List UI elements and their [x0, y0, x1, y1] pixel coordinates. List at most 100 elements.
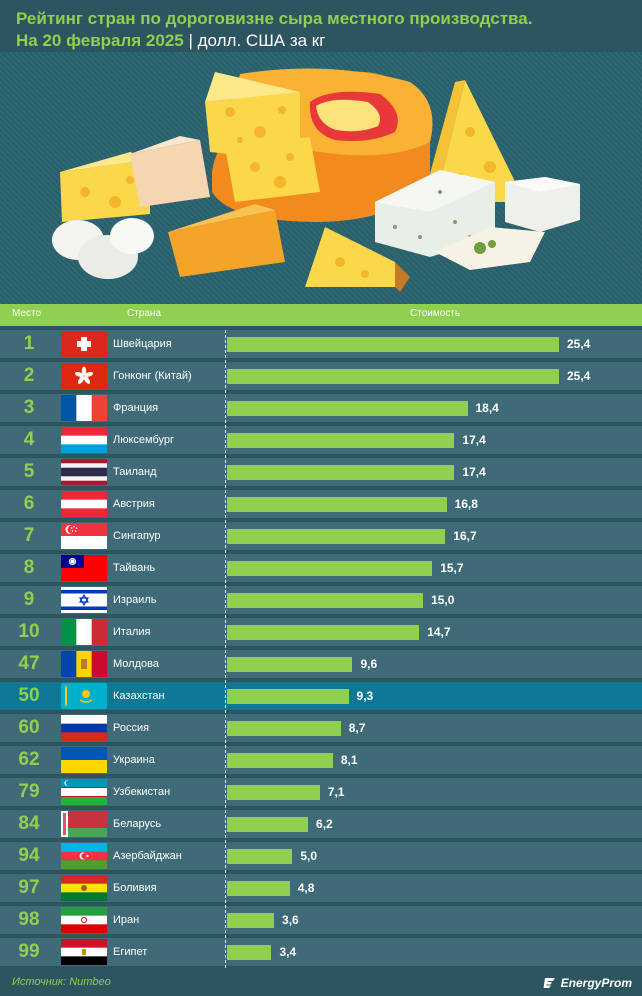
- flag-by-icon: [61, 811, 107, 837]
- table-row: 99 Египет 3,4: [0, 938, 642, 966]
- value-bar: [227, 881, 290, 896]
- value-label: 9,6: [360, 657, 378, 671]
- table-row: 97 Боливия 4,8: [0, 874, 642, 902]
- country-name: Тайвань: [113, 562, 156, 574]
- value-label: 3,4: [279, 945, 297, 959]
- table-header: Место Страна Стоимость: [0, 304, 642, 326]
- value-label: 16,7: [453, 529, 477, 543]
- value-label: 5,0: [300, 849, 318, 863]
- value-label: 25,4: [567, 337, 591, 351]
- country-name: Боливия: [113, 882, 157, 894]
- table-row: 50 Казахстан 9,3: [0, 682, 642, 710]
- value-bar: [227, 337, 559, 352]
- rank-number: 62: [18, 749, 40, 770]
- flag-tw-icon: [61, 555, 107, 581]
- flag-eg-icon: [61, 939, 107, 965]
- brand-logo: EnergyProm: [543, 974, 632, 992]
- country-name: Люксембург: [113, 434, 175, 446]
- value-bar: [227, 593, 424, 608]
- value-bar: [227, 625, 420, 640]
- country-name: Казахстан: [113, 690, 165, 702]
- table-row: 9 Израиль 15,0: [0, 586, 642, 614]
- rank-number: 94: [18, 845, 40, 866]
- value-label: 3,6: [282, 913, 299, 927]
- rank-number: 8: [23, 557, 35, 578]
- cheese-wedge-bottom: [305, 227, 410, 292]
- value-bar: [227, 849, 293, 864]
- rank-number: 1: [23, 333, 35, 354]
- rank-number: 79: [18, 781, 40, 802]
- table-row: 94 Азербайджан 5,0: [0, 842, 642, 870]
- title-area: Рейтинг стран по дороговизне сыра местно…: [0, 0, 642, 52]
- value-bar: [227, 945, 272, 960]
- country-name: Швейцария: [113, 338, 172, 350]
- flag-ir-icon: [61, 907, 107, 933]
- table-row: 2 Гонконг (Китай) 25,4: [0, 362, 642, 390]
- value-bar: [227, 561, 433, 576]
- table-row: 10 Италия 14,7: [0, 618, 642, 646]
- chart-subtitle: На 20 февраля 2025 | долл. США за кг: [16, 30, 642, 52]
- value-bar: [227, 401, 468, 416]
- country-name: Беларусь: [113, 818, 162, 830]
- bar-axis-divider: [225, 330, 226, 968]
- logo-text: EnergyProm: [560, 976, 632, 990]
- value-bar: [227, 465, 455, 480]
- rank-number: 5: [23, 461, 35, 482]
- country-name: Таиланд: [113, 466, 157, 478]
- table-row: 47 Молдова 9,6: [0, 650, 642, 678]
- subtitle-unit: долл. США за кг: [197, 31, 326, 50]
- value-label: 17,4: [462, 465, 486, 479]
- country-name: Сингапур: [113, 530, 161, 542]
- value-label: 14,7: [427, 625, 451, 639]
- table-row: 5 Таиланд 17,4: [0, 458, 642, 486]
- value-label: 15,7: [440, 561, 464, 575]
- value-label: 9,3: [356, 689, 374, 703]
- flag-bo-icon: [61, 875, 107, 901]
- country-name: Иран: [113, 914, 140, 926]
- subtitle-date: На 20 февраля 2025: [16, 31, 184, 50]
- value-bar: [227, 497, 447, 512]
- rank-number: 60: [18, 717, 40, 738]
- country-name: Италия: [113, 626, 151, 638]
- table-row: 1 Швейцария 25,4: [0, 330, 642, 358]
- country-name: Австрия: [113, 498, 155, 510]
- country-name: Украина: [113, 754, 155, 766]
- header-rank: Место: [12, 308, 42, 319]
- value-label: 16,8: [454, 497, 478, 511]
- flag-az-icon: [61, 843, 107, 869]
- value-bar: [227, 529, 446, 544]
- rank-number: 4: [23, 429, 35, 450]
- header-country: Страна: [127, 308, 162, 319]
- flag-md-icon: [61, 651, 107, 677]
- cheese-blue: [375, 170, 495, 257]
- value-bar: [227, 817, 309, 832]
- footer: Источник: Numbeo EnergyProm: [0, 970, 642, 996]
- rank-number: 7: [23, 525, 35, 546]
- value-label: 25,4: [567, 369, 591, 383]
- rank-number: 97: [18, 877, 40, 898]
- value-label: 8,1: [340, 753, 358, 767]
- rank-number: 47: [18, 653, 40, 674]
- flag-ch-icon: [61, 331, 107, 357]
- flag-il-icon: [61, 587, 107, 613]
- flag-kz-icon: [61, 683, 107, 709]
- country-name: Израиль: [113, 594, 157, 606]
- rank-number: 99: [18, 941, 40, 962]
- cheese-white-block: [505, 177, 580, 232]
- flag-sg-icon: [61, 523, 107, 549]
- rank-number: 3: [23, 397, 35, 418]
- subtitle-separator: |: [183, 31, 198, 50]
- table-row: 98 Иран 3,6: [0, 906, 642, 934]
- value-bar: [227, 785, 320, 800]
- flag-th-icon: [61, 459, 107, 485]
- energyprom-logo-icon: [543, 978, 555, 988]
- flag-lu-icon: [61, 427, 107, 453]
- cheese-wedge-left: [60, 152, 150, 222]
- table-row: 3 Франция 18,4: [0, 394, 642, 422]
- value-bar: [227, 913, 275, 928]
- country-name: Азербайджан: [113, 850, 182, 862]
- header-cost: Стоимость: [410, 308, 461, 319]
- cheese-slice-herb: [435, 227, 545, 270]
- country-name: Россия: [113, 722, 150, 734]
- cheese-wedge-orange: [168, 204, 285, 277]
